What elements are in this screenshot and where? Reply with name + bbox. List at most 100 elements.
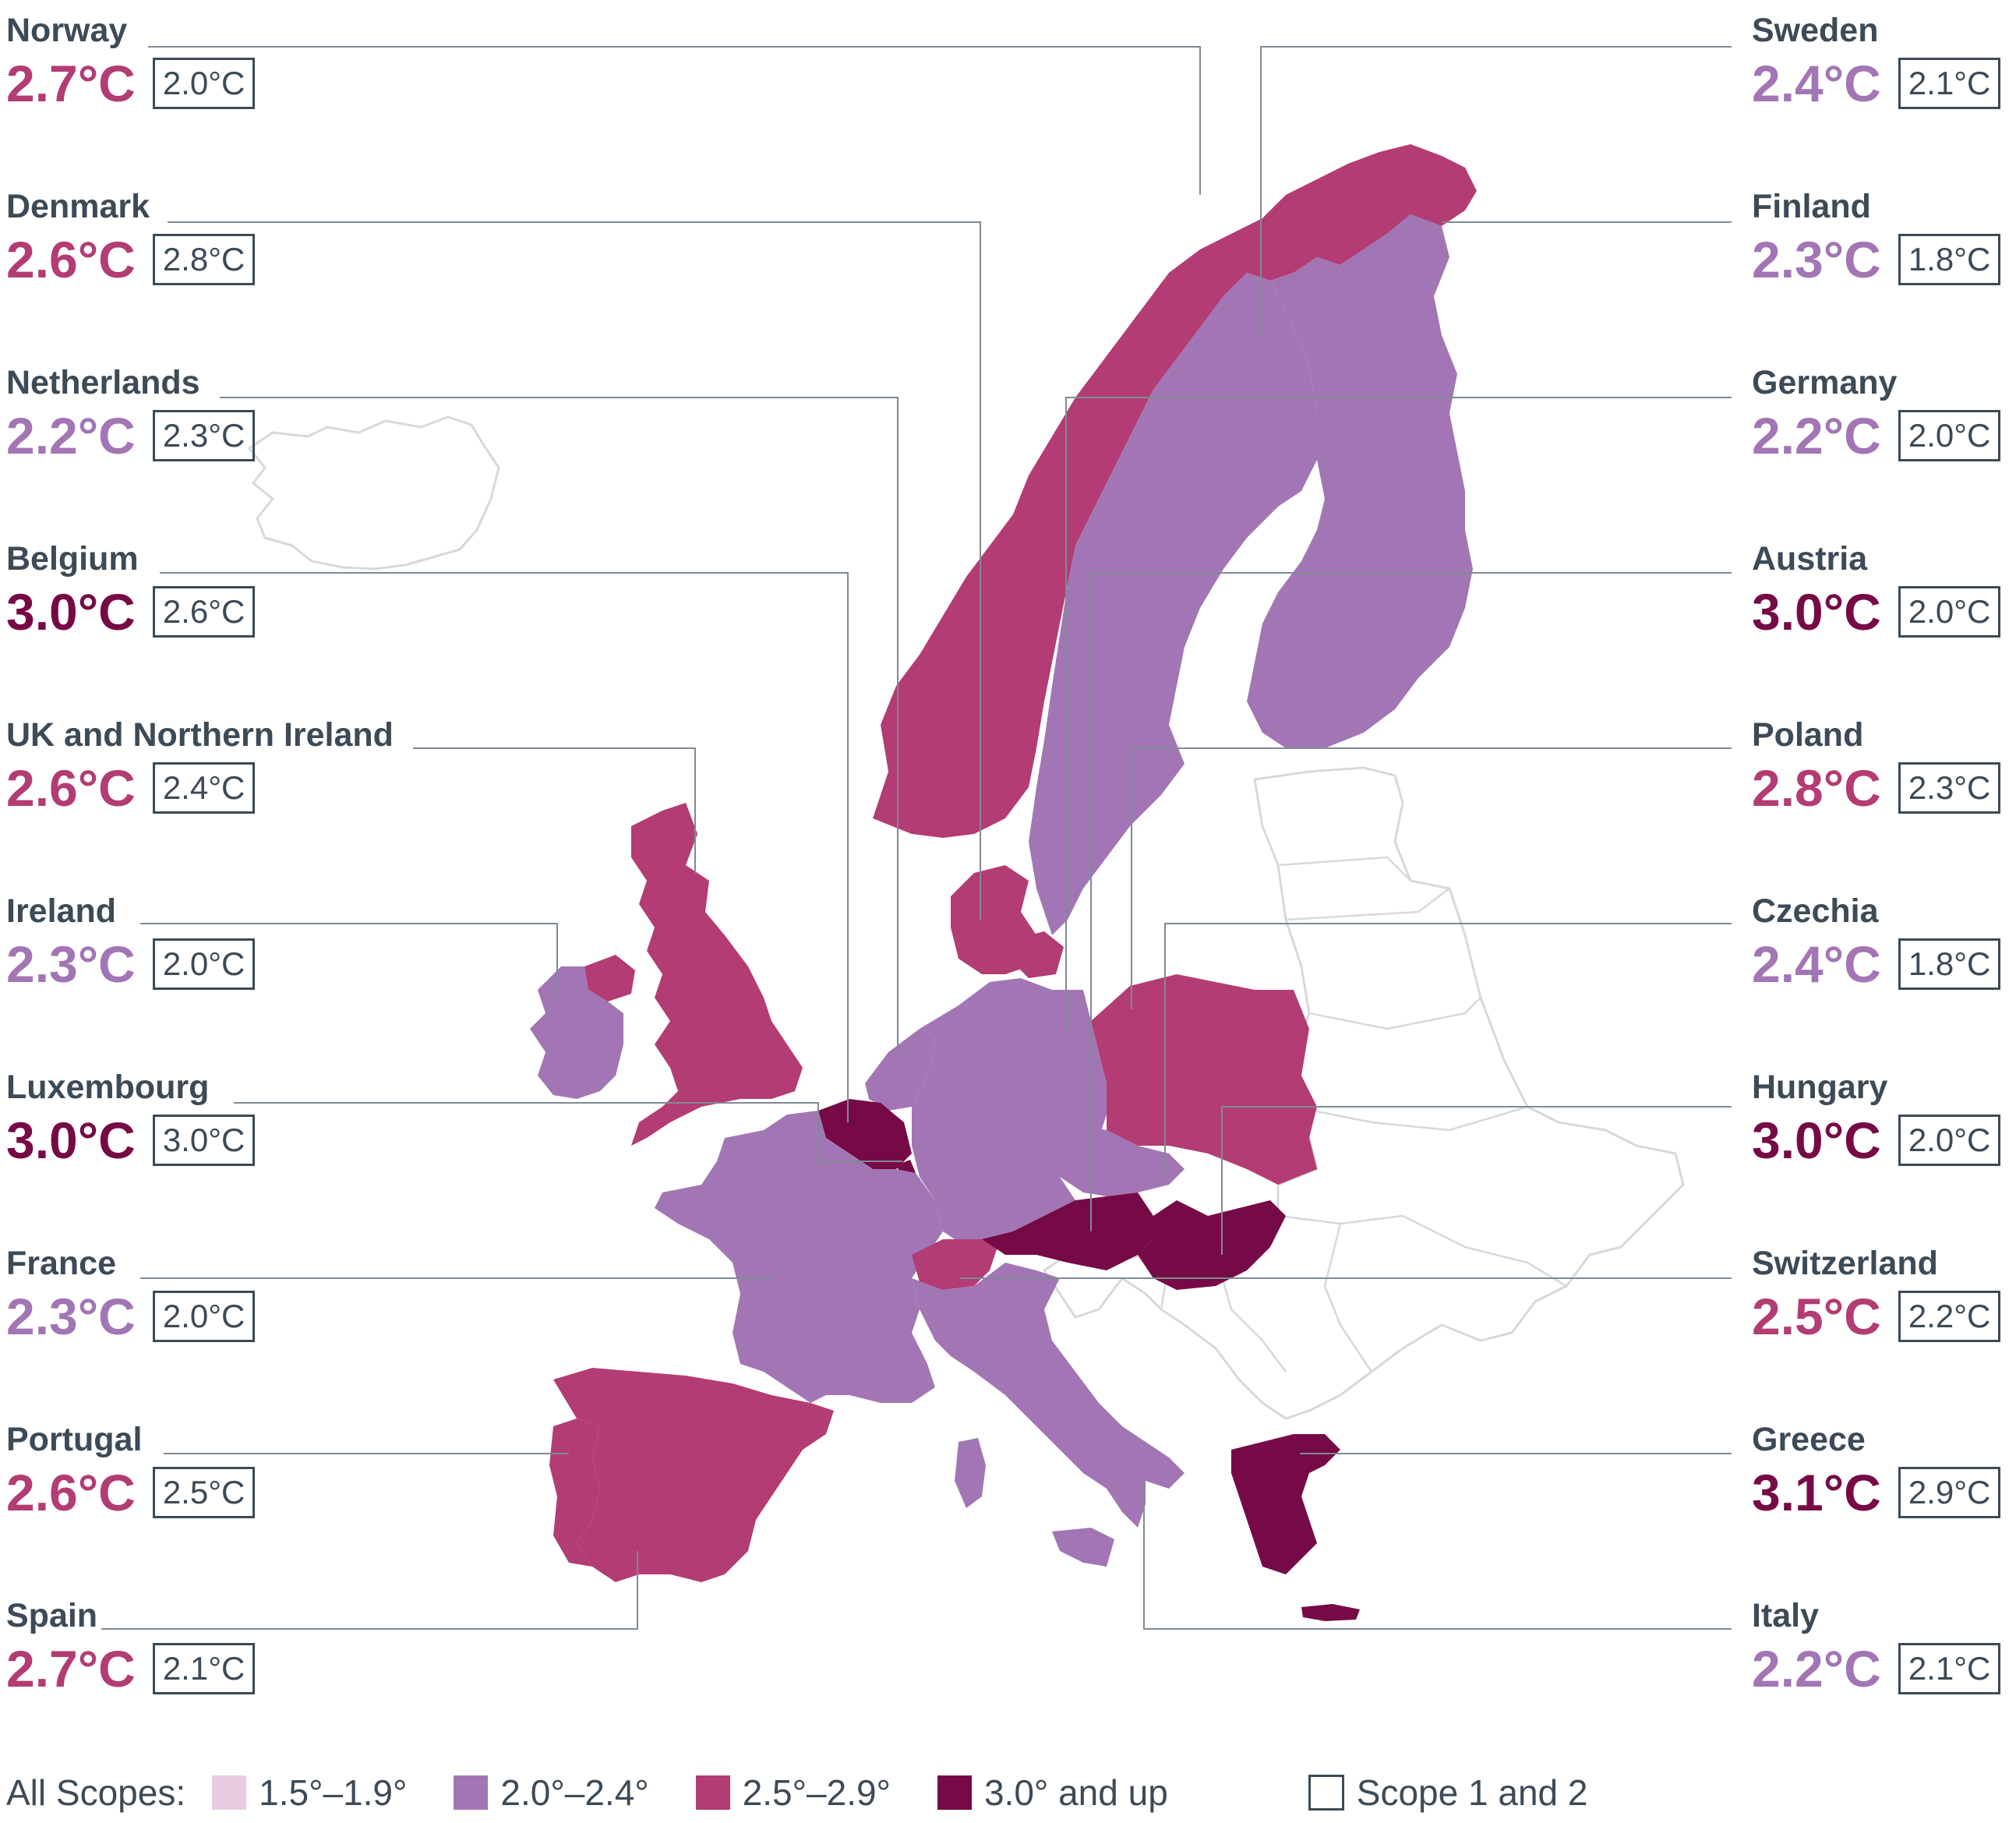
label-france: France 2.3°C 2.0°C xyxy=(6,1244,443,1344)
scope12-value: 2.8°C xyxy=(152,234,256,285)
all-scopes-value: 2.5°C xyxy=(1752,1288,1881,1345)
all-scopes-value: 3.0°C xyxy=(6,583,136,641)
value-row: 2.6°C 2.5°C xyxy=(6,1465,443,1520)
internal-border-1 xyxy=(1277,856,1411,881)
label-italy: Italy 2.2°C 2.1°C xyxy=(1752,1596,2009,1696)
legend-item-range2: 2.0°–2.4° xyxy=(454,1772,649,1814)
leader-belgium xyxy=(160,572,849,1122)
leader-ireland xyxy=(140,923,558,998)
scope12-value: 2.3°C xyxy=(1898,762,2001,814)
value-row: 3.1°C 2.9°C xyxy=(1752,1465,2009,1520)
country-name: Austria xyxy=(1752,540,1868,578)
all-scopes-value: 2.3°C xyxy=(1752,231,1881,288)
austria-shape xyxy=(982,1192,1153,1270)
label-denmark: Denmark 2.6°C 2.8°C xyxy=(6,187,443,287)
country-name: Germany xyxy=(1752,364,1898,401)
leader-germany xyxy=(1065,397,1732,1033)
all-scopes-value: 2.7°C xyxy=(6,1640,136,1698)
legend-title: All Scopes: xyxy=(6,1772,186,1813)
all-scopes-value: 2.3°C xyxy=(6,1288,136,1345)
legend-label: 1.5°–1.9° xyxy=(259,1772,408,1813)
value-row: 3.0°C 2.6°C xyxy=(6,585,443,639)
northern-ireland-shape xyxy=(584,955,635,1002)
country-name: Hungary xyxy=(1752,1069,1888,1106)
leader-italy xyxy=(1143,1481,1732,1630)
label-finland: Finland 2.3°C 1.8°C xyxy=(1752,187,2009,287)
legend-swatch xyxy=(695,1775,730,1810)
legend-label: 2.0°–2.4° xyxy=(500,1772,649,1813)
country-name: Czechia xyxy=(1752,892,1879,930)
internal-border-8 xyxy=(1323,1223,1373,1373)
legend-item-range4: 3.0° and up xyxy=(937,1772,1168,1814)
country-name: Norway xyxy=(6,12,128,49)
leader-spain xyxy=(101,1551,638,1630)
value-row: 2.3°C 2.0°C xyxy=(6,1289,443,1344)
all-scopes-value: 2.4°C xyxy=(1752,935,1881,993)
country-name: France xyxy=(6,1245,117,1282)
all-scopes-value: 2.2°C xyxy=(1752,1640,1881,1698)
internal-border-4 xyxy=(1293,1105,1528,1132)
label-norway: Norway 2.7°C 2.0°C xyxy=(6,11,443,111)
country-name: Netherlands xyxy=(6,364,200,401)
label-sweden: Sweden 2.4°C 2.1°C xyxy=(1752,11,2009,111)
country-name: Portugal xyxy=(6,1421,143,1458)
czechia-shape xyxy=(1044,1122,1185,1196)
france-shape xyxy=(655,1111,943,1403)
legend: All Scopes: 1.5°–1.9° 2.0°–2.4° 2.5°–2.9… xyxy=(6,1765,1587,1820)
value-row: 2.6°C 2.4°C xyxy=(6,761,443,815)
value-row: 2.2°C 2.3°C xyxy=(6,408,443,463)
scope12-value: 2.9°C xyxy=(1898,1467,2001,1518)
label-greece: Greece 3.1°C 2.9°C xyxy=(1752,1420,2009,1520)
scope12-value: 2.3°C xyxy=(152,410,256,461)
all-scopes-value: 2.4°C xyxy=(1752,55,1881,112)
value-row: 2.5°C 2.2°C xyxy=(1752,1289,2009,1344)
all-scopes-value: 3.0°C xyxy=(1752,1111,1881,1169)
legend-swatch-scope12 xyxy=(1308,1775,1344,1811)
belgium-shape xyxy=(818,1099,912,1169)
scope12-value: 1.8°C xyxy=(1898,938,2001,990)
country-name: UK and Northern Ireland xyxy=(6,716,394,754)
spain-shape xyxy=(553,1368,834,1582)
internal-border-3 xyxy=(1308,997,1481,1030)
label-czechia: Czechia 2.4°C 1.8°C xyxy=(1752,892,2009,991)
value-row: 2.6°C 2.8°C xyxy=(6,232,443,287)
all-scopes-value: 2.6°C xyxy=(6,1464,136,1521)
scope12-value: 3.0°C xyxy=(152,1115,256,1166)
country-name: Luxembourg xyxy=(6,1069,210,1106)
denmark-island-shape xyxy=(1013,931,1064,978)
ireland-shape xyxy=(530,966,623,1099)
value-row: 2.3°C 2.0°C xyxy=(6,937,443,991)
sardinia-shape xyxy=(955,1438,986,1508)
label-netherlands: Netherlands 2.2°C 2.3°C xyxy=(6,363,443,463)
value-row: 2.4°C 2.1°C xyxy=(1752,56,2009,111)
internal-border-5 xyxy=(1277,1214,1567,1288)
hungary-shape xyxy=(1138,1200,1286,1290)
value-row: 2.7°C 2.1°C xyxy=(6,1641,443,1696)
all-scopes-value: 2.6°C xyxy=(6,759,136,817)
legend-item-range1: 1.5°–1.9° xyxy=(212,1772,407,1814)
label-hungary: Hungary 3.0°C 2.0°C xyxy=(1752,1068,2009,1168)
poland-shape xyxy=(1091,974,1317,1185)
value-row: 2.3°C 1.8°C xyxy=(1752,232,2009,287)
country-name: Greece xyxy=(1752,1421,1866,1458)
all-scopes-value: 3.0°C xyxy=(6,1111,136,1169)
finland-shape xyxy=(1247,214,1473,748)
scope12-value: 2.0°C xyxy=(152,1291,256,1342)
all-scopes-value: 2.2°C xyxy=(1752,407,1881,465)
country-name: Poland xyxy=(1752,716,1864,754)
label-uk-and-northern-ireland: UK and Northern Ireland 2.6°C 2.4°C xyxy=(6,715,443,815)
scope12-value: 2.0°C xyxy=(1898,1115,2001,1166)
sweden-shape xyxy=(1029,273,1317,935)
country-name: Denmark xyxy=(6,188,150,225)
scope12-value: 2.1°C xyxy=(152,1643,256,1694)
internal-border-2 xyxy=(1285,888,1450,921)
portugal-shape xyxy=(549,1418,600,1567)
scope12-value: 2.0°C xyxy=(152,938,256,990)
all-scopes-value: 2.6°C xyxy=(6,231,136,288)
legend-label: 3.0° and up xyxy=(983,1772,1168,1813)
iceland-shape xyxy=(248,415,500,571)
legend-item-range3: 2.5°–2.9° xyxy=(695,1772,891,1814)
country-name: Italy xyxy=(1752,1597,1820,1634)
leader-norway xyxy=(148,46,1201,195)
